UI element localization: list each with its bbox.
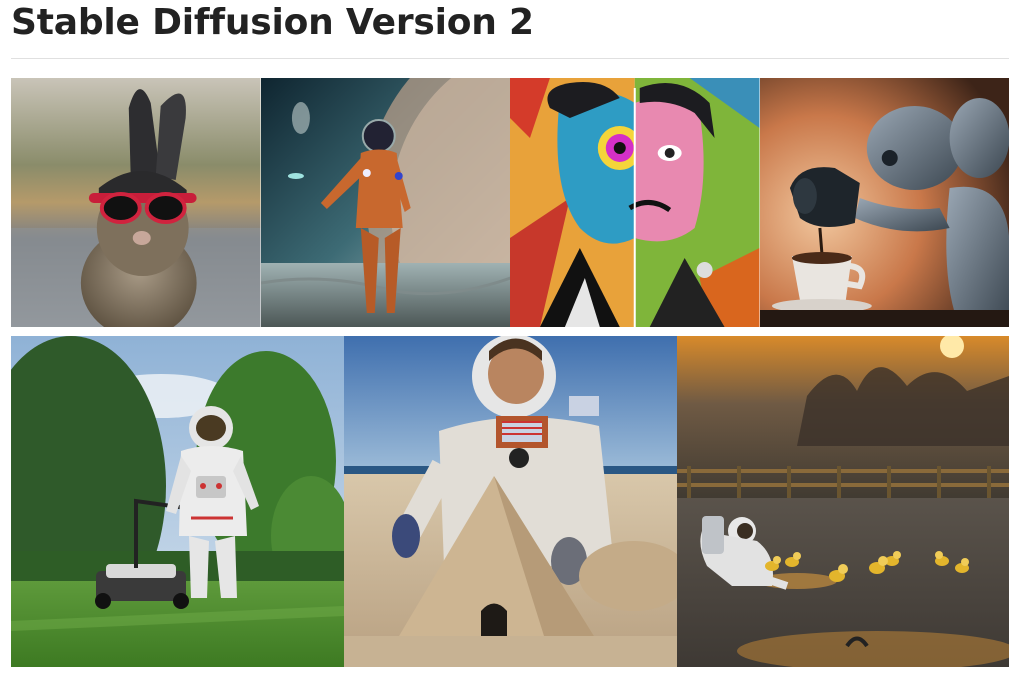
gallery-image-astronaut-ducklings[interactable] <box>677 336 1009 667</box>
gallery-image-surreal-face[interactable] <box>510 78 760 327</box>
gallery-row-bottom <box>11 336 1009 667</box>
gallery-row-top <box>11 78 1009 327</box>
page-title: Stable Diffusion Version 2 <box>11 2 534 43</box>
gallery-image-rabbit[interactable] <box>11 78 261 327</box>
gallery-image-astronaut-woman[interactable] <box>260 78 510 327</box>
gallery-image-astronaut-lawn[interactable] <box>11 336 344 667</box>
title-divider <box>11 58 1009 59</box>
gallery-image-astronaut-pyramid[interactable] <box>344 336 677 667</box>
gallery-image-robot-coffee[interactable] <box>759 78 1009 327</box>
